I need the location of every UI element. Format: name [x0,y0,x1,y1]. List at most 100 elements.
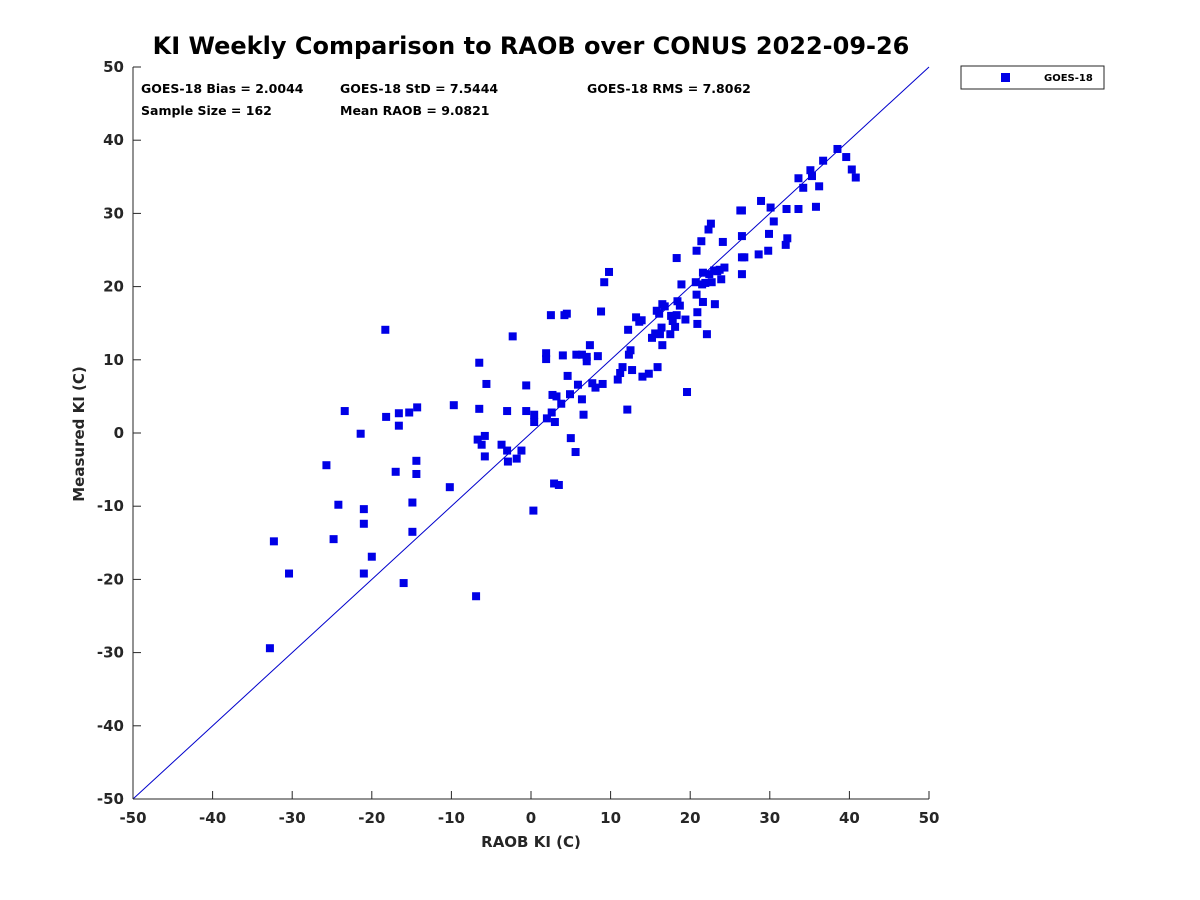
data-point [591,383,600,392]
data-point [477,440,486,449]
data-point [693,308,702,317]
data-point [628,366,637,375]
data-point [702,330,711,339]
data-point [399,579,408,588]
data-point [557,399,566,408]
stat-sample-size: Sample Size = 162 [141,103,272,118]
data-point [782,205,791,214]
data-point [671,322,680,331]
data-point [322,461,331,470]
y-axis-label: Measured KI (C) [70,366,88,502]
data-point [638,372,647,381]
data-point [394,421,403,430]
data-point [412,469,421,478]
data-point [517,446,526,455]
data-point [605,267,614,276]
y-tick-label: 50 [103,58,124,76]
data-point [660,302,669,311]
x-tick-label: 0 [526,809,536,827]
data-point [367,552,376,561]
data-point [637,316,646,325]
data-point [737,206,746,215]
data-point [582,357,591,366]
data-point [754,250,763,259]
data-point [626,346,635,355]
data-point [666,330,675,339]
data-point [681,315,690,324]
data-point [475,404,484,413]
legend-label-goes-18: GOES-18 [1044,73,1093,84]
data-point [552,392,561,401]
data-point [566,434,575,443]
data-point [701,278,710,287]
data-point [613,375,622,384]
data-point [677,280,686,289]
data-point [329,535,338,544]
data-point [655,309,664,318]
legend-marker-goes-18 [1001,73,1010,82]
data-point [340,407,349,416]
x-axis-label: RAOB KI (C) [481,833,581,851]
data-point [842,153,851,162]
data-point [588,379,597,388]
data-point [598,379,607,388]
data-point [720,263,729,272]
x-tick-label: -50 [119,809,146,827]
data-point [740,253,749,262]
data-point [658,341,667,350]
data-point [653,363,662,372]
data-point [781,240,790,249]
data-point [593,352,602,361]
data-point [765,229,773,238]
data-point [657,323,666,332]
data-point [359,519,368,528]
data-point [522,381,531,390]
data-point [737,270,746,279]
statistics-annotations: GOES-18 Bias = 2.0044 GOES-18 StD = 7.54… [141,81,751,118]
y-tick-label: -20 [97,570,124,588]
stat-mean-raob: Mean RAOB = 9.0821 [340,103,489,118]
data-point [359,505,368,514]
data-point [334,500,343,509]
stat-rms: GOES-18 RMS = 7.8062 [587,81,751,96]
data-point [542,349,551,358]
data-point [710,300,719,309]
x-tick-label: 10 [600,809,621,827]
data-point [269,537,278,546]
y-tick-label: -40 [97,717,124,735]
data-point [697,237,706,246]
data-point [811,202,820,211]
y-tick-label: -10 [97,497,124,515]
data-point [675,301,684,310]
data-point [693,319,702,328]
x-tick-label: 20 [680,809,701,827]
data-point [473,435,482,444]
x-tick-label: 50 [919,809,940,827]
one-to-one-reference-line [132,66,930,800]
data-point [692,290,701,299]
data-point [482,379,491,388]
data-point [667,311,676,320]
stat-std: GOES-18 StD = 7.5444 [340,81,498,96]
data-point [764,246,773,255]
data-point [668,317,677,325]
data-point [683,388,692,397]
data-point [769,217,778,226]
data-point [718,237,727,246]
data-point [600,278,609,287]
data-point [382,412,391,421]
data-point [616,368,625,377]
data-point [542,355,551,364]
data-point [799,183,808,192]
data-point [480,452,489,461]
data-point [413,403,422,412]
data-point [717,275,726,284]
data-point [597,307,606,316]
data-point [408,498,417,507]
data-point [757,196,766,205]
data-point [807,172,816,181]
data-point [707,278,716,287]
data-point [624,325,633,334]
